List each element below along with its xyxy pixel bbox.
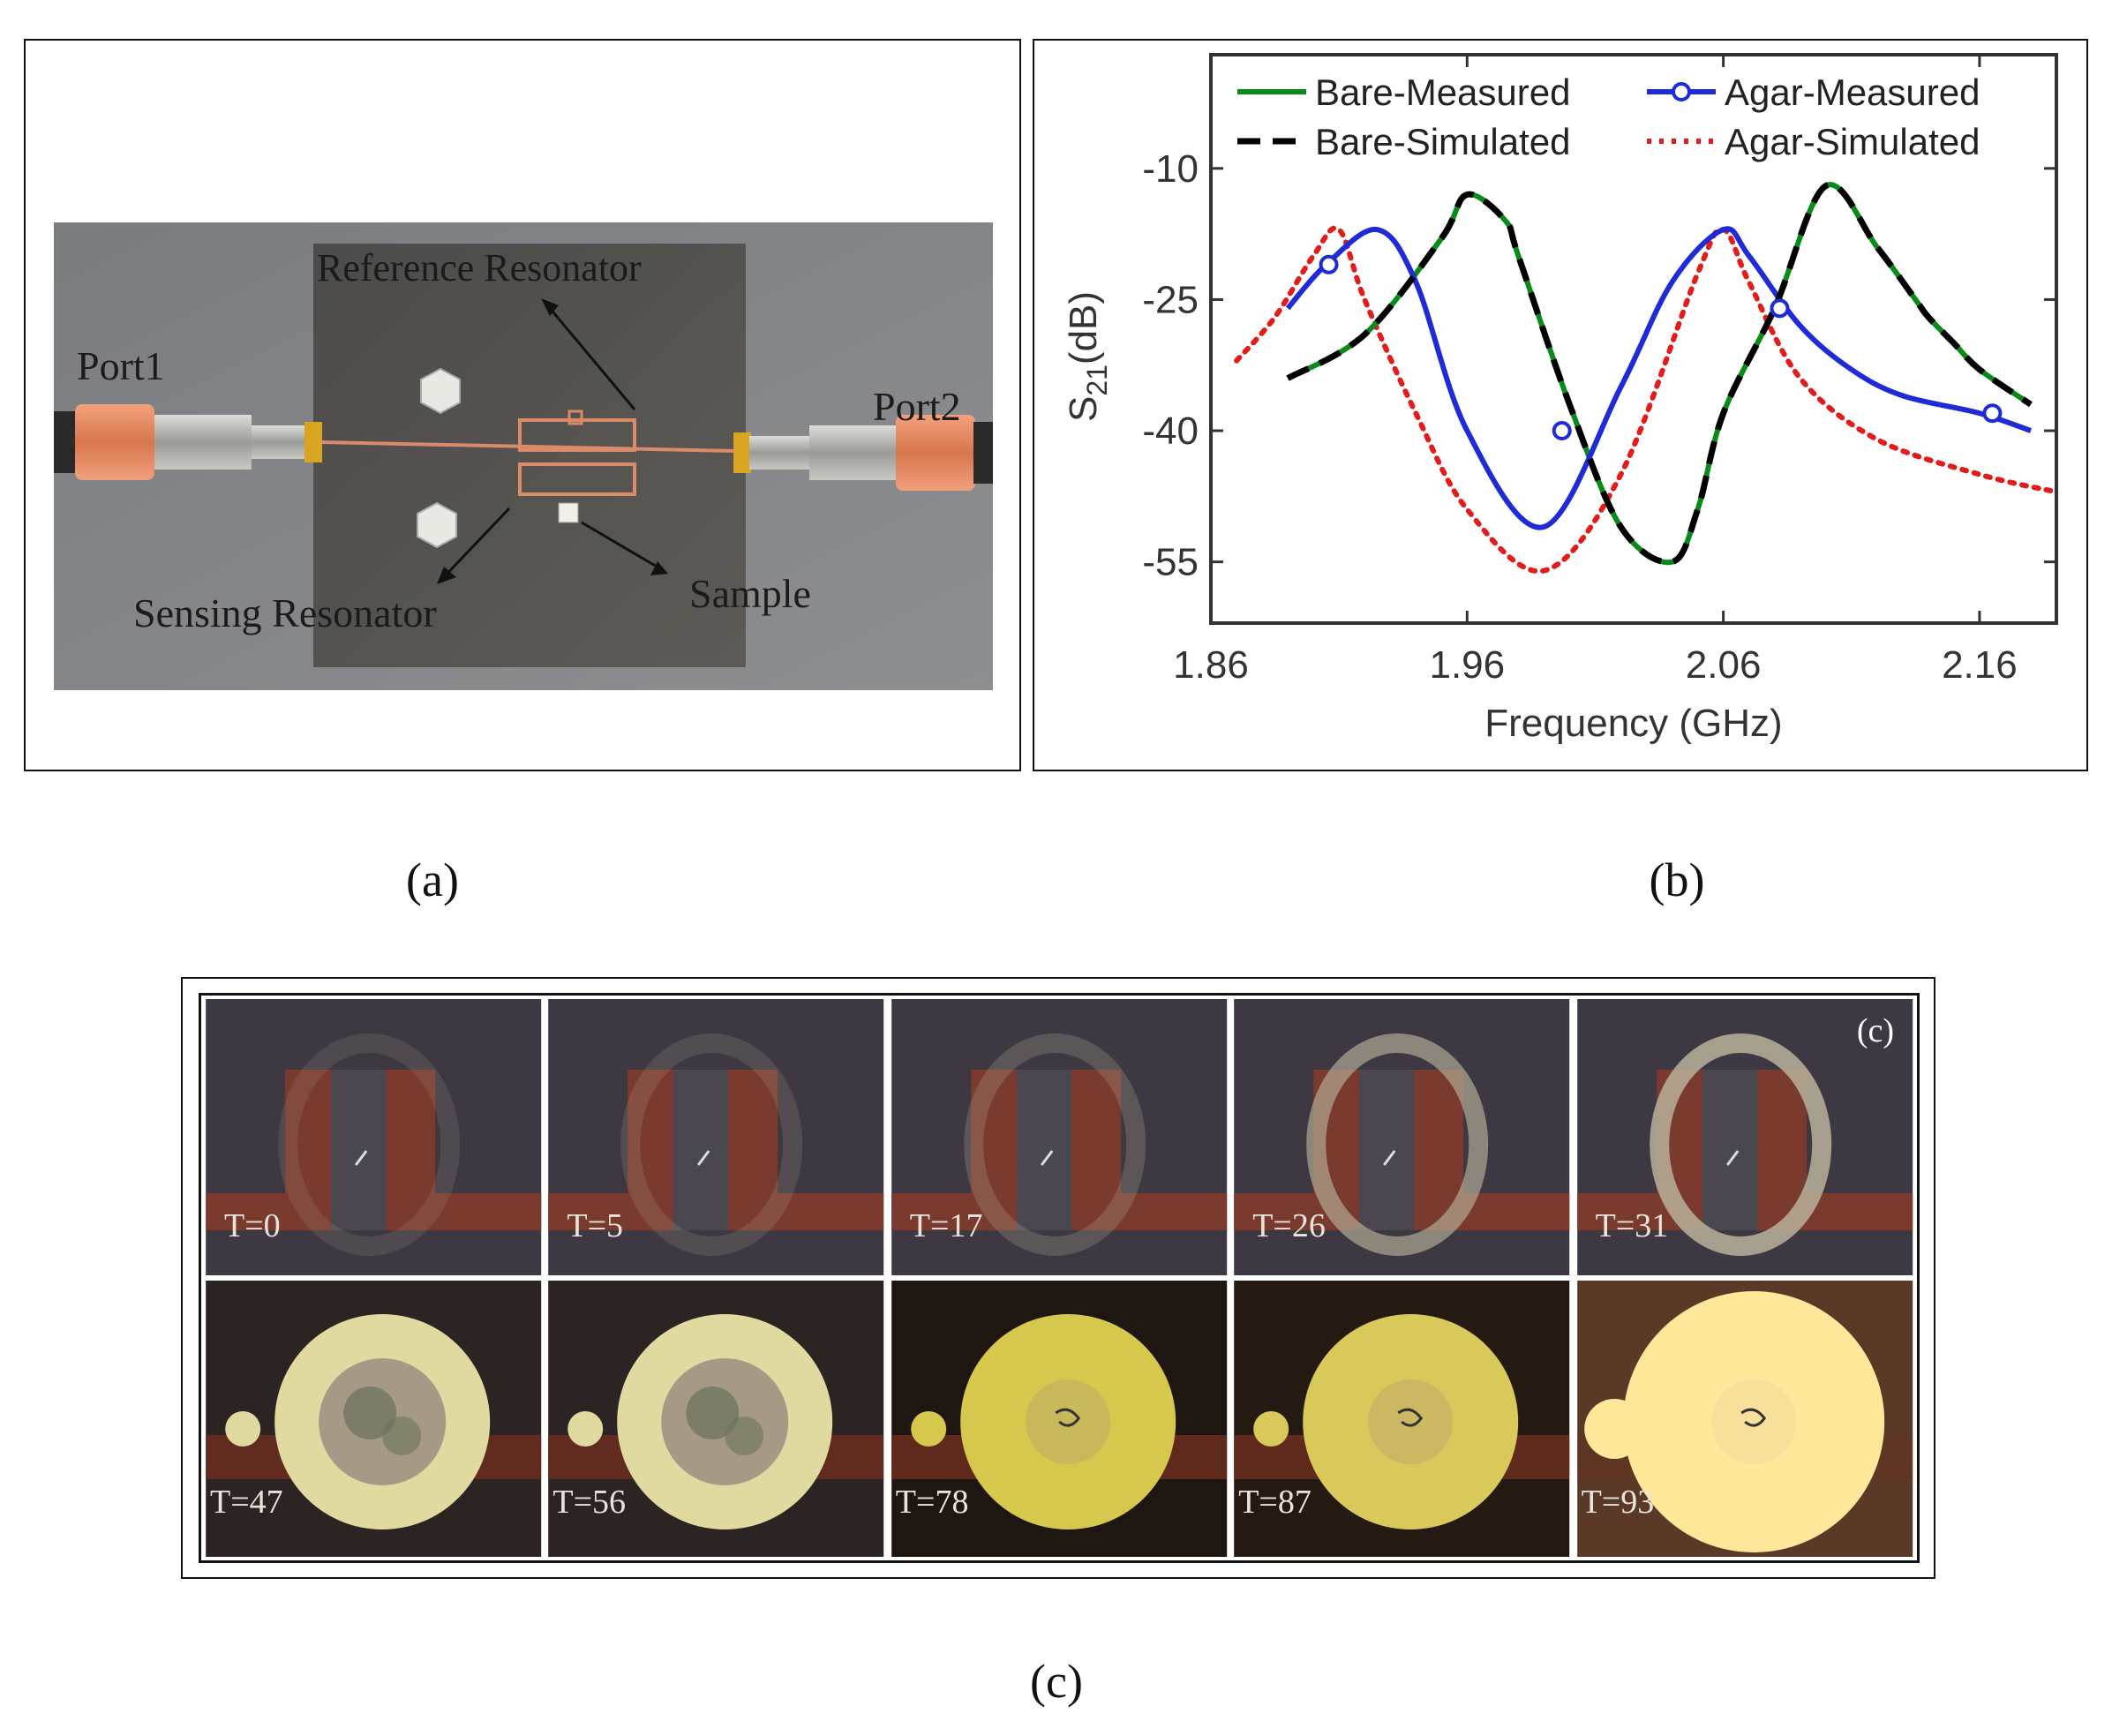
connector-right-orange (896, 415, 975, 491)
time-lapse-photo: T=93 (1576, 1281, 1913, 1557)
sensing-resonator (518, 462, 636, 496)
microstrip-line (321, 440, 736, 453)
photo-grid: T=0 T=5 T=17 T=26 T=31 T=47 T=56 T=78 T=87 T=93 (c… (205, 999, 1913, 1557)
agar-measured-marker (1552, 421, 1572, 441)
time-label: T=87 (1238, 1484, 1312, 1521)
connector-right-gold (733, 432, 751, 473)
time-lapse-photo: T=0 (205, 999, 542, 1275)
series-bare-simulated (1286, 181, 2033, 566)
x-tick-label: 2.16 (1942, 643, 2018, 687)
panel-c-outer-frame: T=0 T=5 T=17 T=26 T=31 T=47 T=56 T=78 T=87 T=93 (c… (181, 977, 1935, 1579)
y-tick-label: -40 (1142, 410, 1199, 453)
cable-right (973, 422, 993, 484)
arrow-sensing (439, 507, 511, 582)
time-lapse-photo: T=47 (205, 1281, 542, 1557)
time-lapse-photo: T=31 (1576, 999, 1913, 1275)
screw-bottom (417, 501, 457, 549)
legend-label: Agar-Simulated (1725, 121, 1980, 162)
reference-resonator (518, 418, 636, 452)
series-agar-measured (1285, 226, 2032, 530)
x-axis-label: Frequency (GHz) (1484, 702, 1782, 745)
time-lapse-photo: T=56 (547, 1281, 884, 1557)
label-reference-resonator: Reference Resonator (317, 246, 642, 289)
time-lapse-photo: T=78 (891, 1281, 1228, 1557)
panel-a-frame: Reference Resonator Port1 Port2 Sensing … (24, 39, 1021, 771)
time-label: T=5 (567, 1207, 624, 1244)
x-tick-label: 1.96 (1429, 643, 1505, 687)
time-label: T=78 (895, 1484, 969, 1521)
series-agar-simulated (1234, 225, 2056, 575)
y-tick-label: -10 (1142, 147, 1199, 191)
sample-block (558, 502, 579, 523)
legend-marker (1672, 82, 1691, 101)
arrow-sample (581, 521, 664, 572)
x-tick-label: 1.86 (1173, 643, 1249, 687)
pcb-board (313, 244, 746, 667)
agar-measured-marker (1982, 403, 2003, 424)
time-label: T=47 (210, 1484, 283, 1521)
x-tick-label: 2.06 (1686, 643, 1762, 687)
legend-label: Bare-Simulated (1315, 121, 1570, 162)
legend-label: Bare-Measured (1315, 71, 1570, 113)
time-label: T=17 (909, 1207, 983, 1244)
time-lapse-photo: T=17 (891, 999, 1228, 1275)
y-tick-label: -55 (1142, 541, 1199, 584)
time-label: T=0 (224, 1207, 281, 1244)
label-sample: Sample (689, 571, 811, 616)
cable-left (54, 411, 79, 473)
time-lapse-photo: T=5 (547, 999, 884, 1275)
legend-label: Agar-Measured (1725, 71, 1980, 113)
caption-a: (a) (406, 853, 459, 906)
time-label: T=93 (1581, 1484, 1655, 1521)
arrow-reference (543, 301, 636, 410)
label-port1: Port1 (77, 343, 165, 388)
connector-right-metal (809, 425, 898, 480)
s21-chart: 1.86 1.96 2.06 2.16 -10 -25 -40 -55 Frequency (G… (1062, 53, 2058, 745)
panel-c-tag: (c) (1856, 1012, 1894, 1049)
screw-top (420, 367, 461, 415)
time-lapse-photo: T=87 (1233, 1281, 1570, 1557)
plot-frame (1209, 53, 2058, 625)
time-label: T=56 (552, 1484, 627, 1521)
panel-b-frame: 1.86 1.96 2.06 2.16 -10 -25 -40 -55 Frequency (G… (1033, 39, 2088, 771)
agar-measured-marker (1319, 254, 1339, 274)
caption-c: (c) (1030, 1655, 1083, 1708)
connector-left-metal (154, 415, 252, 470)
panel-c-inner-frame: T=0 T=5 T=17 T=26 T=31 T=47 T=56 T=78 T=87 T=93 (c… (199, 993, 1920, 1563)
connector-left-orange (75, 404, 154, 480)
label-sensing-resonator: Sensing Resonator (133, 590, 437, 635)
y-tick-label: -25 (1142, 278, 1199, 321)
time-label: T=31 (1595, 1207, 1669, 1244)
agar-measured-marker (1770, 298, 1790, 319)
setup-photo (54, 222, 993, 690)
time-lapse-photo: T=26 (1233, 999, 1570, 1275)
caption-b: (b) (1649, 853, 1705, 906)
time-label: T=26 (1252, 1207, 1326, 1244)
y-axis-label: S21(dB) (1062, 291, 1113, 422)
label-port2: Port2 (873, 384, 961, 429)
